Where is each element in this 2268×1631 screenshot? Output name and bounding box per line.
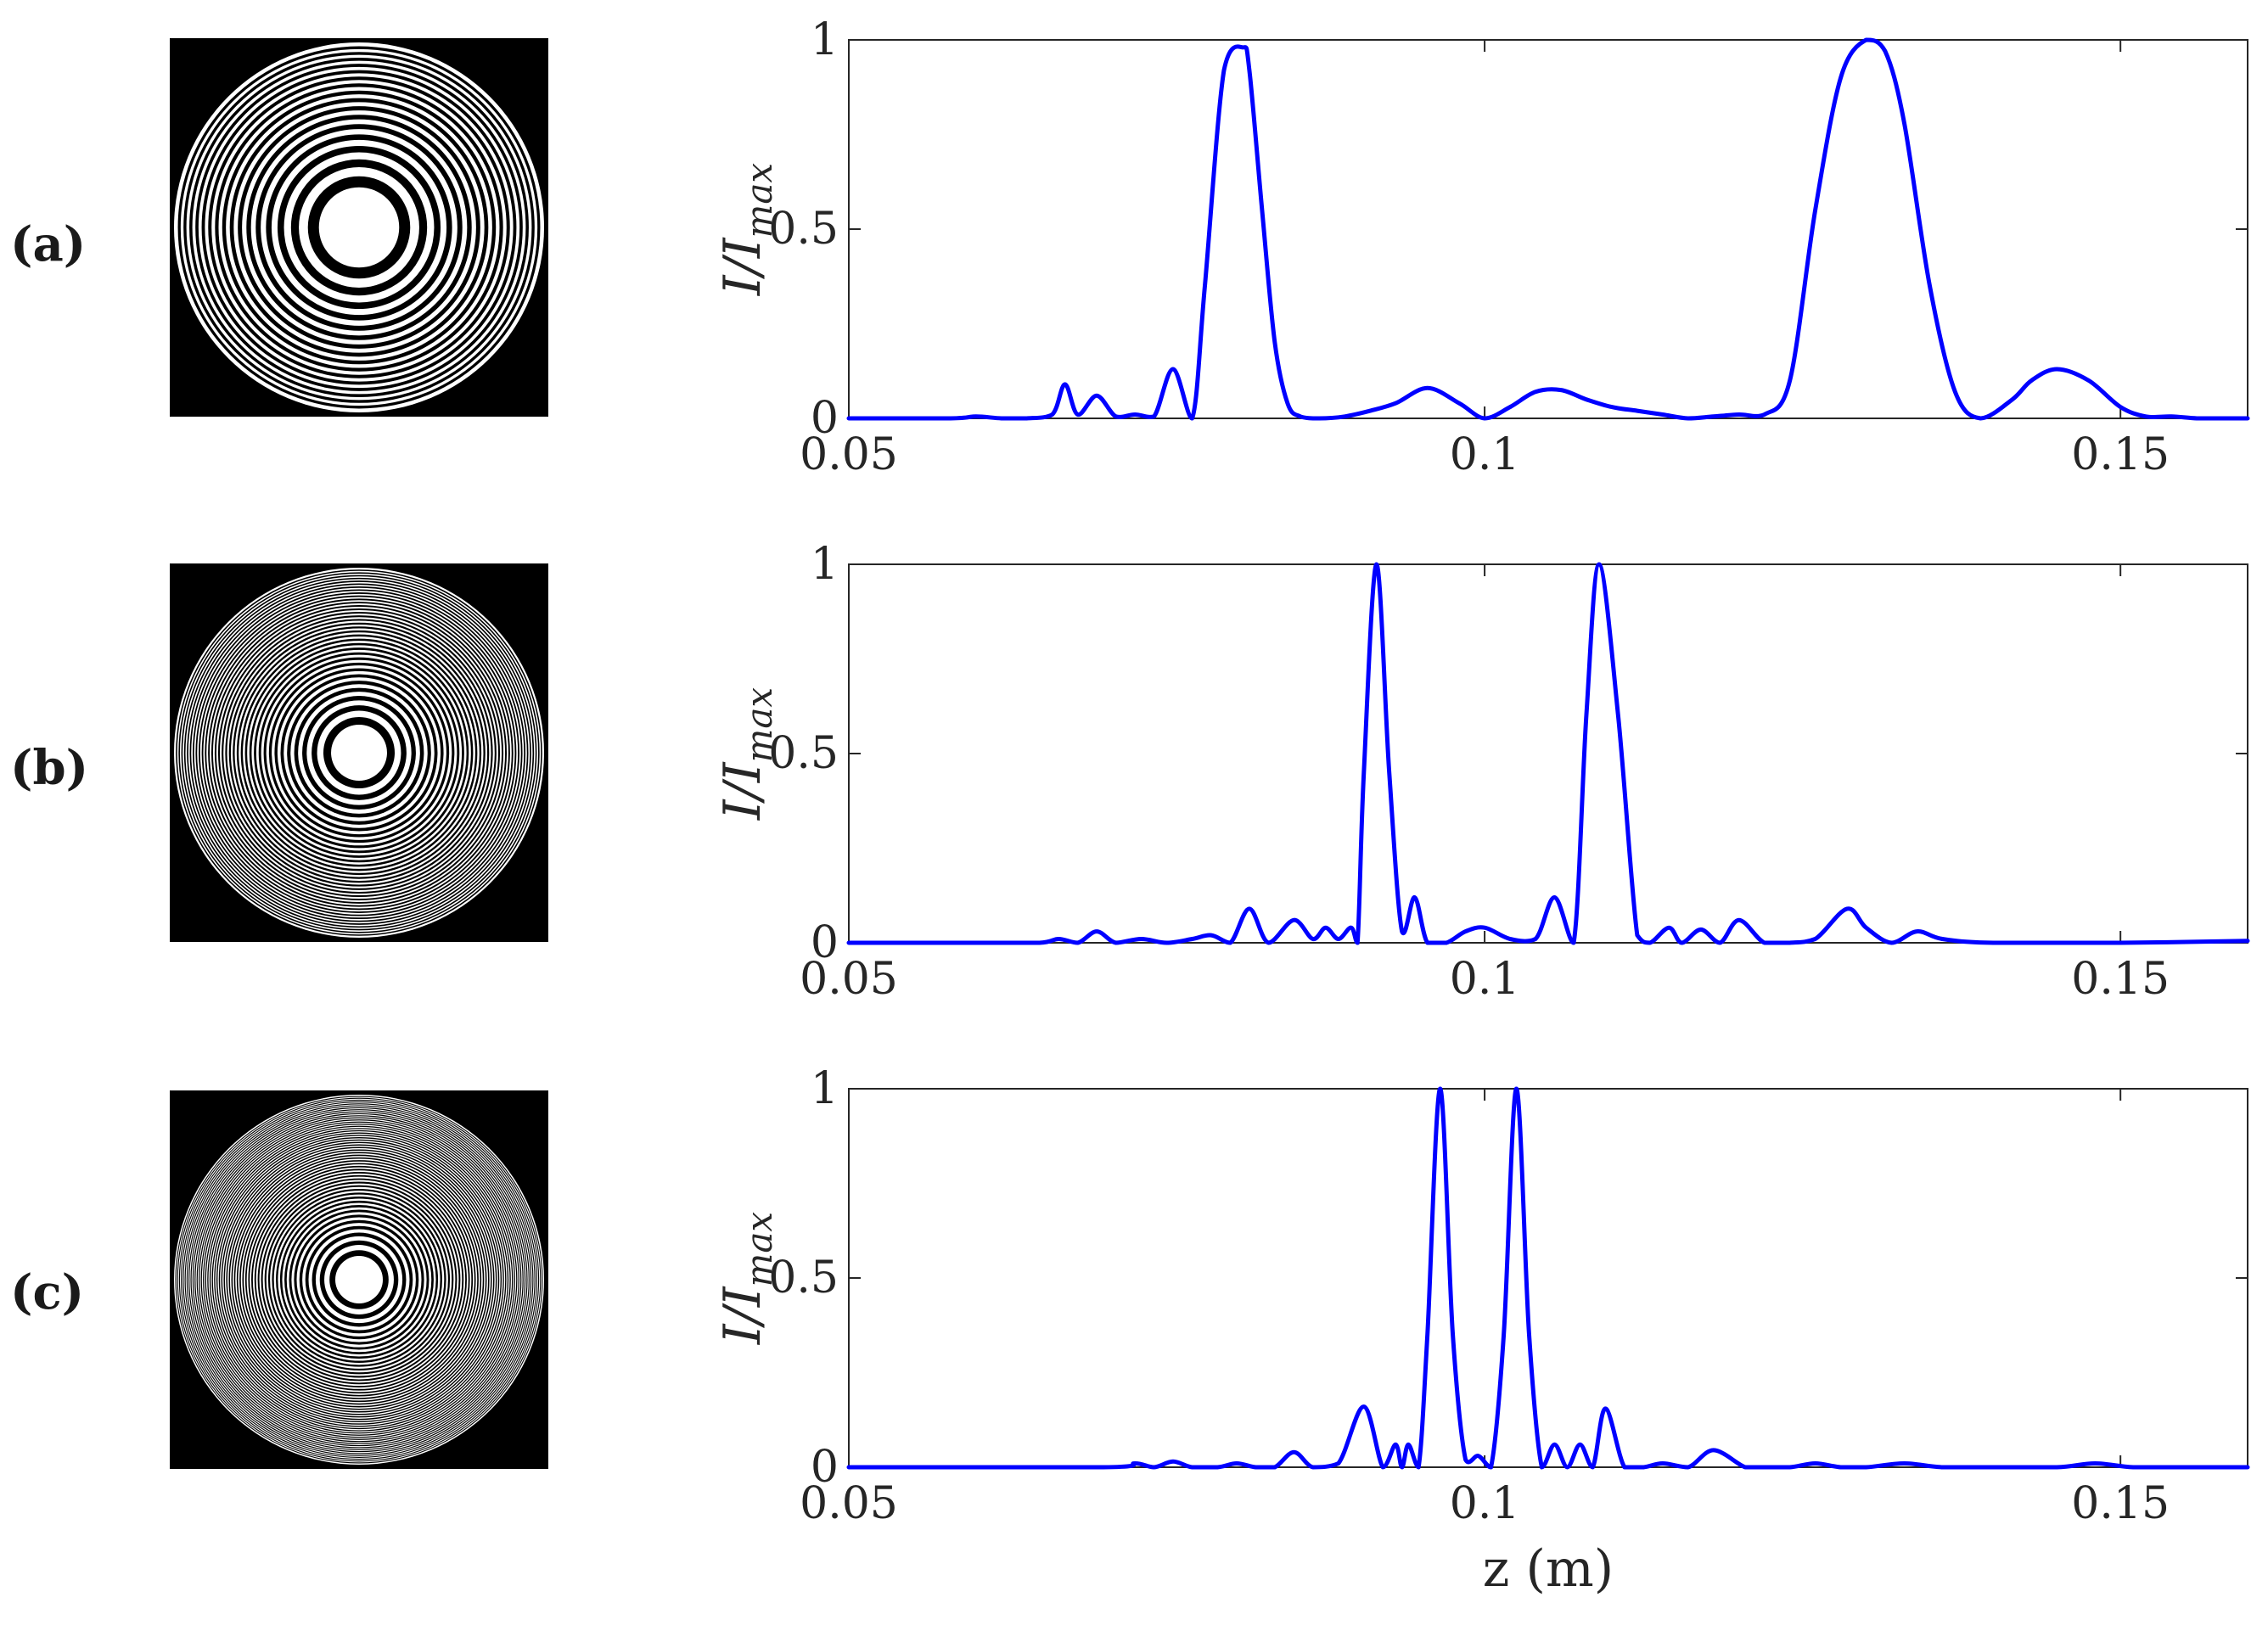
chart-c: 0.05 0.1 0.15 0 0.5 1 I/Imax z (m) — [713, 1063, 2250, 1599]
panel-label-c: (c) — [10, 1264, 85, 1320]
chart-a: 0.05 0.1 0.15 0 0.5 1 I/Imax — [713, 14, 2250, 480]
y-tick-label: 0 — [811, 393, 839, 444]
x-tick-label: 0.05 — [800, 1478, 898, 1529]
x-tick-label: 0.1 — [1450, 429, 1520, 480]
y-tick-label: 1 — [811, 1063, 839, 1114]
intensity-series-line — [846, 562, 2250, 945]
x-axis-label: z (m) — [1483, 1539, 1614, 1599]
y-axis-label: I/Imax — [713, 687, 780, 821]
y-axis-label: I/Imax — [713, 163, 780, 296]
x-tick-label: 0.15 — [2071, 429, 2170, 480]
axes-frame — [848, 1088, 2248, 1468]
y-tick-label: 0.5 — [768, 1253, 839, 1303]
x-tick-label: 0.15 — [2071, 954, 2170, 1005]
y-tick-label: 1 — [811, 539, 839, 590]
panel-label-b: (b) — [10, 740, 89, 796]
x-tick-label: 0.05 — [800, 429, 898, 480]
intensity-series-line — [846, 37, 2250, 421]
x-tick-label: 0.1 — [1450, 1478, 1520, 1529]
chart-b: 0.05 0.1 0.15 0 0.5 1 I/Imax — [713, 539, 2250, 1005]
zone-plate-image-b — [170, 563, 548, 942]
y-axis-label: I/Imax — [713, 1212, 780, 1345]
panel-label-a: (a) — [10, 216, 87, 272]
y-tick-label: 0.5 — [768, 728, 839, 779]
x-tick-label: 0.15 — [2071, 1478, 2170, 1529]
y-tick-label: 0 — [811, 917, 839, 968]
zone-plate-image-c — [170, 1090, 548, 1469]
y-tick-label: 0.5 — [768, 204, 839, 255]
zone-plate-image-a — [170, 38, 548, 417]
axes-frame — [848, 563, 2248, 944]
axes-frame — [848, 39, 2248, 419]
y-tick-label: 1 — [811, 14, 839, 65]
x-tick-label: 0.05 — [800, 954, 898, 1005]
y-tick-label: 0 — [811, 1442, 839, 1493]
intensity-series-line — [846, 1086, 2250, 1470]
x-tick-label: 0.1 — [1450, 954, 1520, 1005]
